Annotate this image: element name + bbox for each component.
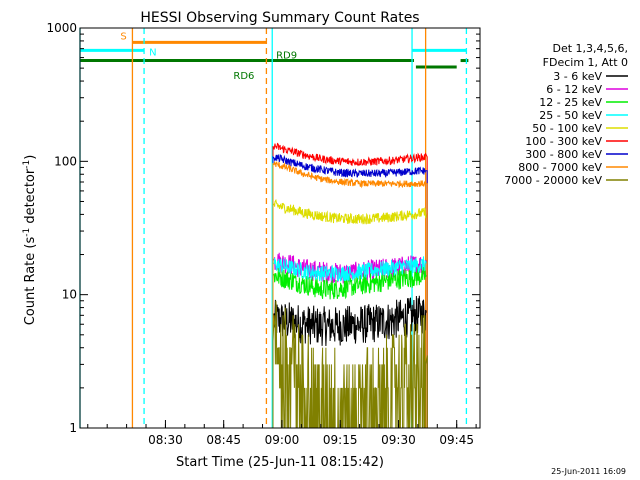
legend-label: 7000 - 20000 keV xyxy=(504,174,602,187)
legend-label: 6 - 12 keV xyxy=(546,83,602,96)
x-tick-label: 08:30 xyxy=(148,433,183,447)
series-line xyxy=(272,154,428,428)
legend-label: 3 - 6 keV xyxy=(553,70,602,83)
footer-date: 25-Jun-2011 16:09 xyxy=(551,467,626,476)
y-tick-label: 100 xyxy=(54,154,77,168)
y-axis-label: Count Rate (s-1 detector-1) xyxy=(22,155,38,326)
series-line xyxy=(272,161,428,428)
x-tick-label: 09:15 xyxy=(323,433,358,447)
legend-label: 12 - 25 keV xyxy=(539,96,602,109)
x-tick-label: 09:00 xyxy=(265,433,300,447)
y-tick-label: 1 xyxy=(69,421,77,435)
series-line xyxy=(272,264,428,428)
y-tick-label: 10 xyxy=(62,288,77,302)
legend-label: 50 - 100 keV xyxy=(532,122,602,135)
plot-frame xyxy=(79,27,481,429)
flag-label: RD9 xyxy=(276,51,297,62)
series-line xyxy=(272,256,428,428)
x-axis-label: Start Time (25-Jun-11 08:15:42) xyxy=(176,455,384,470)
x-tick-label: 09:45 xyxy=(439,433,474,447)
legend-label: 100 - 300 keV xyxy=(525,135,602,148)
legend-label: 25 - 50 keV xyxy=(539,109,602,122)
legend-header: Det 1,3,4,5,6, xyxy=(552,42,628,55)
x-tick-label: 08:45 xyxy=(206,433,241,447)
y-tick-label: 1000 xyxy=(46,21,77,35)
legend-label: 300 - 800 keV xyxy=(525,148,602,161)
x-tick-label: 09:30 xyxy=(381,433,416,447)
legend: Det 1,3,4,5,6,FDecim 1, Att 03 - 6 keV6 … xyxy=(504,42,628,187)
series-line xyxy=(272,198,428,428)
flag-bars: S N RD9 RD6 xyxy=(80,31,469,82)
flag-label: N xyxy=(149,47,156,58)
legend-header: FDecim 1, Att 0 xyxy=(543,56,628,69)
series-line xyxy=(272,142,428,428)
flag-label: RD6 xyxy=(233,71,254,82)
flag-label: S xyxy=(120,31,126,42)
chart-title: HESSI Observing Summary Count Rates xyxy=(140,10,419,26)
x-axis-ticks: 08:30 08:45 09:00 09:15 09:30 09:45 xyxy=(87,420,477,447)
legend-label: 800 - 7000 keV xyxy=(518,161,602,174)
y-axis-ticks: 1 10 100 1000 xyxy=(46,21,480,435)
